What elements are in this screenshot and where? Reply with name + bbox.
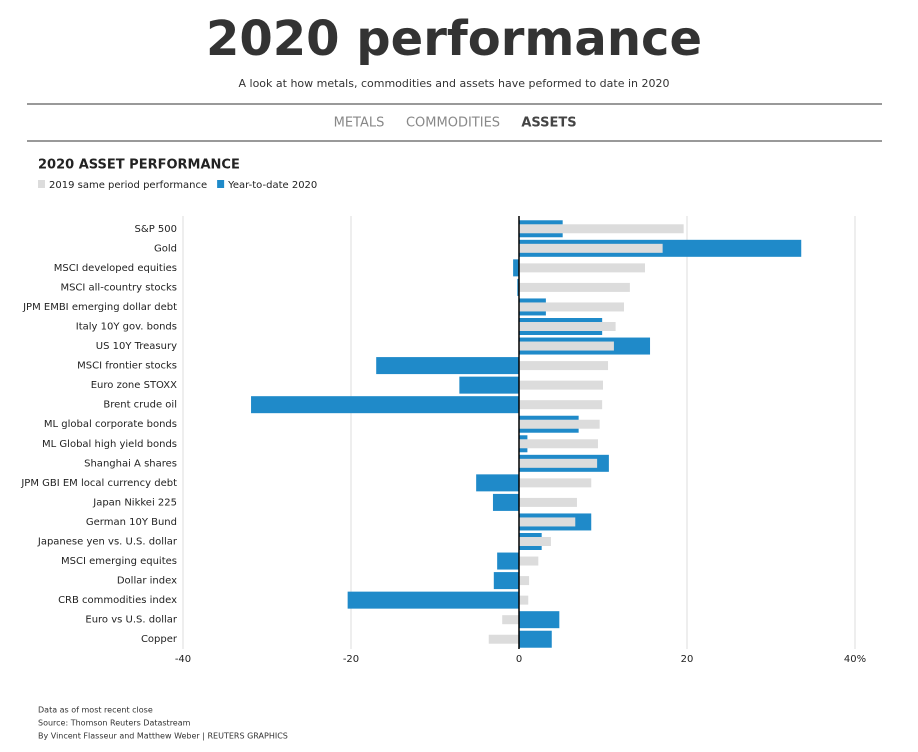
- y-tick-label: MSCI emerging equites: [61, 556, 177, 567]
- legend-swatch: [217, 180, 225, 188]
- y-tick-label: JPM GBI EM local currency debt: [20, 478, 177, 489]
- bar: [502, 615, 519, 625]
- bar: [519, 478, 592, 488]
- y-tick-label: MSCI all-country stocks: [60, 282, 177, 293]
- y-tick-label: Dollar index: [117, 576, 177, 587]
- bar: [519, 458, 598, 468]
- bar: [497, 552, 519, 570]
- bar: [519, 224, 684, 234]
- y-tick-label: Japanese yen vs. U.S. dollar: [37, 537, 178, 548]
- x-tick-label: -40: [175, 654, 191, 665]
- bar: [519, 400, 603, 410]
- legend-swatch: [38, 180, 45, 188]
- x-tick-label: -20: [343, 654, 359, 665]
- y-tick-label: Shanghai A shares: [84, 458, 177, 469]
- y-tick-label: CRB commodities index: [58, 595, 177, 606]
- bar: [493, 572, 519, 590]
- y-tick-label: Japan Nikkei 225: [92, 497, 177, 508]
- bar: [519, 497, 577, 507]
- x-tick-label: 0: [516, 654, 522, 665]
- bar: [476, 474, 519, 492]
- legend-label: 2019 same period performance: [49, 180, 207, 191]
- page-title: 2020 performance: [206, 11, 702, 67]
- bar: [251, 396, 520, 414]
- bar: [376, 357, 519, 375]
- bar: [488, 634, 519, 644]
- y-tick-label: JPM EMBI emerging dollar debt: [22, 302, 177, 313]
- bar: [519, 419, 600, 429]
- bar: [519, 322, 616, 331]
- bar: [513, 259, 519, 277]
- bar: [517, 278, 519, 296]
- bar: [519, 263, 645, 273]
- bar: [492, 493, 519, 511]
- y-tick-label: Copper: [141, 634, 178, 645]
- legend-label: Year-to-date 2020: [227, 180, 317, 191]
- y-tick-label: S&P 500: [135, 224, 177, 235]
- chart-title: 2020 ASSET PERFORMANCE: [38, 158, 240, 173]
- subtitle: A look at how metals, commodities and as…: [239, 77, 670, 90]
- y-tick-label: ML global corporate bonds: [44, 419, 177, 430]
- bar: [519, 361, 609, 371]
- tab[interactable]: COMMODITIES: [406, 116, 500, 131]
- y-tick-label: German 10Y Bund: [86, 517, 177, 528]
- y-tick-label: Gold: [154, 243, 177, 254]
- y-tick-label: MSCI frontier stocks: [77, 361, 177, 372]
- x-tick-label: 40%: [844, 654, 866, 665]
- y-tick-label: Euro vs U.S. dollar: [85, 615, 178, 626]
- bar: [519, 576, 530, 586]
- y-tick-label: Italy 10Y gov. bonds: [76, 322, 177, 333]
- bar: [347, 591, 519, 609]
- bar: [519, 243, 663, 253]
- bar: [519, 341, 614, 351]
- bar: [519, 439, 598, 449]
- bar: [519, 282, 630, 292]
- bar: [519, 537, 551, 546]
- tab[interactable]: ASSETS: [521, 116, 576, 131]
- footnote: Source: Thomson Reuters Datastream: [38, 719, 191, 728]
- bar: [519, 517, 576, 527]
- bar: [519, 630, 552, 648]
- footnote: By Vincent Flasseur and Matthew Weber | …: [38, 732, 288, 741]
- bar: [519, 556, 539, 566]
- bar: [459, 376, 519, 394]
- bar: [519, 302, 624, 312]
- bar: [519, 595, 529, 605]
- y-tick-label: MSCI developed equities: [54, 263, 177, 274]
- y-tick-label: Brent crude oil: [103, 400, 177, 411]
- x-tick-label: 20: [681, 654, 694, 665]
- y-tick-label: ML Global high yield bonds: [42, 439, 177, 450]
- bar: [519, 380, 603, 390]
- bar: [519, 611, 560, 629]
- footnote: Data as of most recent close: [38, 706, 153, 715]
- y-tick-label: US 10Y Treasury: [96, 341, 177, 352]
- y-tick-label: Euro zone STOXX: [91, 380, 177, 391]
- tab[interactable]: METALS: [334, 116, 385, 131]
